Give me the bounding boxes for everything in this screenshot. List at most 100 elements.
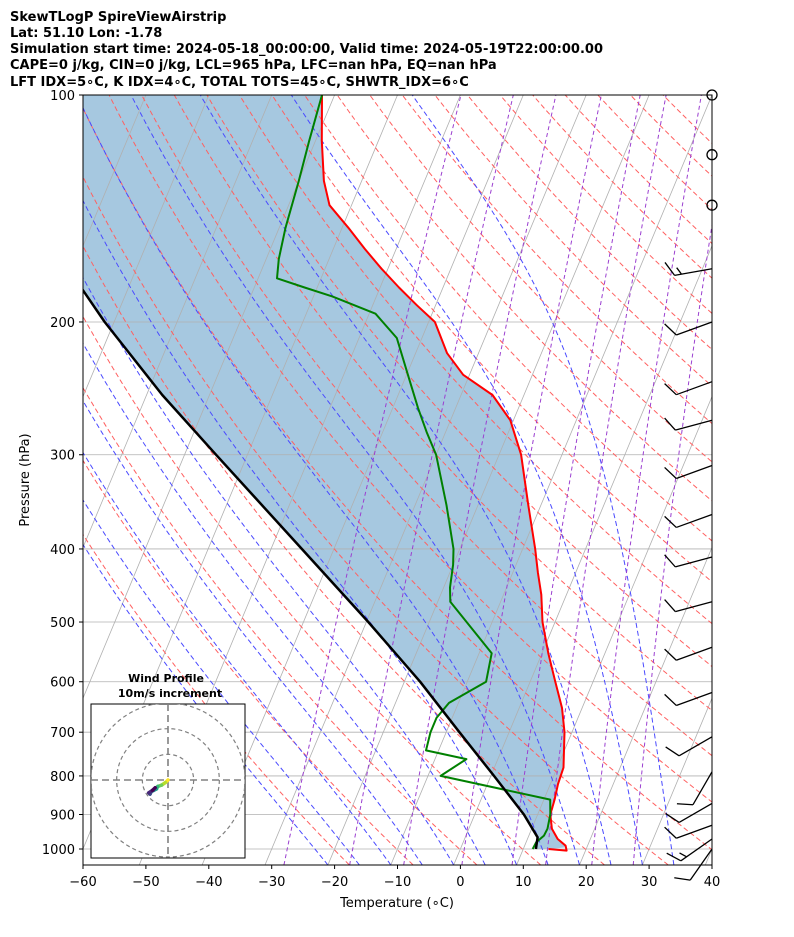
wind-barb-feather xyxy=(676,803,694,806)
moist-adiabat-line xyxy=(83,199,518,865)
wind-barb-staff xyxy=(689,848,713,881)
y-tick-label: 800 xyxy=(50,770,75,785)
isotherm-line xyxy=(83,95,273,549)
wind-barb-feather xyxy=(679,852,687,858)
dry-adiabat-line xyxy=(83,175,669,865)
moist-adiabat-line xyxy=(83,399,423,865)
dry-adiabat-line xyxy=(238,95,712,625)
wind-barb-staff xyxy=(678,802,713,823)
wind-barb-feather xyxy=(676,267,682,275)
temperature-line xyxy=(320,95,568,852)
mixing-ratio-line xyxy=(632,221,712,865)
isotherm-line xyxy=(516,395,712,865)
wind-barb-feather xyxy=(664,466,677,479)
wind-barb-feather xyxy=(674,877,691,881)
y-tick-label: 1000 xyxy=(42,843,75,858)
mixing-ratio-line xyxy=(283,95,462,865)
cape-fill-area xyxy=(83,95,566,849)
dry-adiabat-line xyxy=(83,459,414,865)
x-tick-label: −20 xyxy=(321,875,348,890)
wind-barb-staff xyxy=(680,838,713,862)
wind-barb-feather xyxy=(664,262,676,276)
isotherm-line xyxy=(704,847,712,865)
calm-wind-circle xyxy=(706,89,718,101)
title-line-4: CAPE=0 j/kg, CIN=0 j/kg, LCL=965 hPa, LF… xyxy=(10,58,497,73)
isotherm-line xyxy=(83,95,84,97)
dry-adiabat-line xyxy=(401,95,712,425)
mixing-ratio-line xyxy=(545,95,667,865)
wind-barb-feather xyxy=(666,852,682,862)
mixing-ratio-line xyxy=(591,95,702,865)
wind-barb-staff xyxy=(676,824,713,839)
x-tick-label: −30 xyxy=(258,875,285,890)
calm-wind-circle xyxy=(706,149,718,161)
x-tick-label: −10 xyxy=(384,875,411,890)
y-tick-label: 500 xyxy=(50,616,75,631)
hodograph-subtitle: 10m/s increment xyxy=(118,687,222,700)
dry-adiabat-line xyxy=(83,107,712,851)
wind-barb-staff xyxy=(676,381,713,396)
hodograph-plot xyxy=(91,704,245,858)
moist-adiabats xyxy=(83,95,675,865)
title-line-3: Simulation start time: 2024-05-18_00:00:… xyxy=(10,42,603,57)
dry-adiabat-line xyxy=(662,95,712,145)
hodograph-inset: Wind Profile 10m/s increment xyxy=(90,672,246,859)
cape-fill-layer xyxy=(83,95,566,849)
hodograph-ring xyxy=(91,704,245,858)
wind-barb-staff xyxy=(675,556,713,568)
wind-barb-feather xyxy=(664,554,676,568)
x-tick-label: 30 xyxy=(641,875,658,890)
dry-adiabat-line xyxy=(532,95,712,279)
wind-barb-feather xyxy=(664,383,677,396)
mixing-ratio-lines xyxy=(283,95,712,865)
calm-wind-circle xyxy=(706,199,718,211)
y-axis-ticks: 100 200 300 400 500 600 700 800 900 1000 xyxy=(42,89,83,858)
y-tick-label: 400 xyxy=(50,543,75,558)
moist-adiabat-line xyxy=(130,95,580,865)
wind-barb-feather xyxy=(664,417,676,431)
plot-area xyxy=(83,95,712,865)
dry-adiabat-line xyxy=(597,95,712,211)
wind-barb-staff xyxy=(676,321,713,336)
chart-title-block: SkewTLogP SpireViewAirstrip Lat: 51.10 L… xyxy=(10,10,603,90)
moist-adiabat-line xyxy=(83,276,486,865)
wind-barb-feather xyxy=(664,323,677,336)
moist-adiabat-line xyxy=(83,106,549,865)
wind-barb-feather xyxy=(665,812,680,823)
isotherm-line xyxy=(264,95,587,865)
x-tick-label: 10 xyxy=(515,875,532,890)
title-line-1: SkewTLogP SpireViewAirstrip xyxy=(10,10,226,25)
moist-adiabat-line xyxy=(411,95,675,865)
y-tick-label: 900 xyxy=(50,808,75,823)
isotherm-line xyxy=(83,95,147,247)
wind-barb-staff xyxy=(692,771,713,806)
hodograph-segment xyxy=(150,785,157,793)
x-axis-label: Temperature (∘C) xyxy=(339,896,454,911)
wind-barb-staff xyxy=(676,513,713,529)
y-axis-label: Pressure (hPa) xyxy=(18,433,33,526)
x-tick-label: −50 xyxy=(132,875,159,890)
moist-adiabat-line xyxy=(290,95,643,865)
dry-adiabat-line xyxy=(83,315,542,865)
dry-adiabat-line xyxy=(141,95,712,757)
moist-adiabat-line xyxy=(83,499,360,865)
isotherm-line xyxy=(201,95,524,865)
wind-barb-feather xyxy=(664,599,676,613)
dry-adiabat-line xyxy=(83,533,350,865)
dry-adiabat-line xyxy=(206,95,712,668)
isotherm-line xyxy=(83,95,210,398)
y-tick-label: 600 xyxy=(50,676,75,691)
dry-adiabat-line xyxy=(369,95,712,463)
isotherm-line xyxy=(390,95,712,865)
profile-series xyxy=(83,95,568,852)
hodograph-title: Wind Profile xyxy=(128,672,204,685)
mixing-ratio-line xyxy=(461,95,602,865)
wind-barb-feather xyxy=(664,515,677,528)
isotherm-line xyxy=(579,546,712,865)
wind-barb-feather xyxy=(664,826,677,839)
x-tick-label: 20 xyxy=(578,875,595,890)
y-tick-label: 300 xyxy=(50,449,75,464)
wind-barbs xyxy=(664,89,718,881)
dewpoint-line xyxy=(276,95,552,850)
dry-adiabat-line xyxy=(83,245,605,865)
